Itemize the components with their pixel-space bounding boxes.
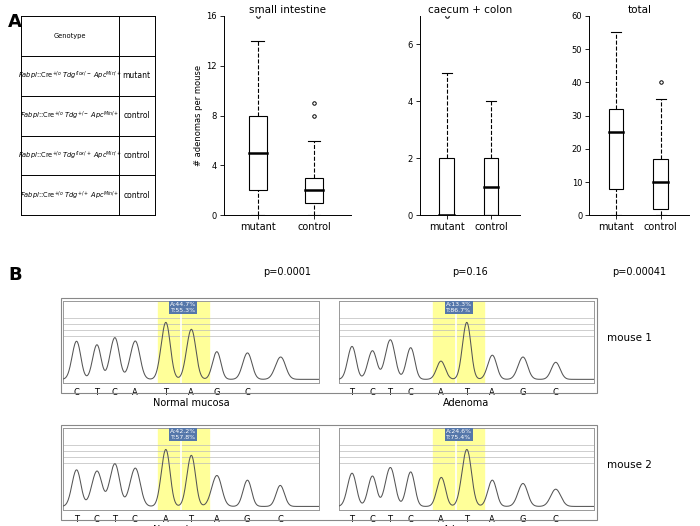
Text: C: C	[553, 515, 559, 524]
Bar	[158, 428, 209, 510]
Text: T: T	[464, 388, 469, 397]
Text: Adenoma: Adenoma	[443, 525, 489, 526]
Text: A: A	[438, 388, 444, 397]
Text: T: T	[349, 515, 354, 524]
Text: p=0.00041: p=0.00041	[612, 267, 666, 277]
Text: p=0.16: p=0.16	[452, 267, 488, 277]
Text: mouse 2: mouse 2	[607, 460, 652, 470]
Text: A: A	[132, 388, 138, 397]
Text: A: A	[214, 515, 219, 524]
Bar	[440, 158, 454, 215]
Text: C: C	[407, 388, 413, 397]
Bar	[433, 428, 484, 510]
Text: T: T	[464, 515, 469, 524]
Text: G: G	[214, 388, 220, 397]
Text: T: T	[74, 515, 78, 524]
Bar	[609, 109, 623, 189]
Bar	[158, 301, 209, 383]
Bar	[484, 158, 498, 215]
Text: C: C	[111, 388, 118, 397]
Text: Genotype: Genotype	[53, 33, 86, 39]
Text: T: T	[94, 388, 99, 397]
Text: B: B	[8, 266, 22, 284]
Text: A: A	[489, 515, 495, 524]
Text: Normal mucosa: Normal mucosa	[153, 398, 230, 408]
Text: control: control	[123, 191, 150, 200]
Text: A: A	[188, 388, 194, 397]
Text: A: A	[438, 515, 444, 524]
Text: Adenoma: Adenoma	[443, 398, 489, 408]
Text: T: T	[188, 515, 193, 524]
Bar	[433, 301, 484, 383]
Text: T: T	[387, 388, 393, 397]
Bar	[653, 159, 668, 209]
Text: control: control	[123, 111, 150, 120]
Y-axis label: # adenomas per mouse: # adenomas per mouse	[195, 65, 204, 166]
Title: small intestine: small intestine	[248, 5, 326, 15]
Text: mutant: mutant	[122, 71, 150, 80]
Text: G: G	[519, 388, 526, 397]
Text: T: T	[387, 515, 393, 524]
Text: T: T	[163, 388, 168, 397]
Text: G: G	[244, 515, 251, 524]
Bar	[305, 178, 323, 203]
Text: C: C	[74, 388, 79, 397]
Text: $\it{Fabpl}$::Cre$^{+/o}$ $\it{Tdg}$$^{+/+}$ $\it{Apc}$$^{Min/+}$: $\it{Fabpl}$::Cre$^{+/o}$ $\it{Tdg}$$^{+…	[20, 189, 120, 201]
Text: T: T	[349, 388, 354, 397]
Text: Normal mucosa: Normal mucosa	[153, 525, 230, 526]
Text: A: A	[162, 515, 168, 524]
Text: mouse 1: mouse 1	[607, 333, 652, 343]
Text: A:24.6%
T:75.4%: A:24.6% T:75.4%	[446, 429, 472, 440]
Text: $\it{Fabpl}$::Cre$^{+/o}$ $\it{Tdg}$$^{flox/-}$ $\it{Apc}$$^{Min/+}$: $\it{Fabpl}$::Cre$^{+/o}$ $\it{Tdg}$$^{f…	[18, 69, 122, 82]
Text: T: T	[112, 515, 117, 524]
Text: p=0.0001: p=0.0001	[263, 267, 312, 277]
Text: A:42.2%
T:57.8%: A:42.2% T:57.8%	[170, 429, 197, 440]
Text: A:13.3%
T:86.7%: A:13.3% T:86.7%	[446, 302, 472, 313]
Title: caecum + colon: caecum + colon	[428, 5, 512, 15]
Text: $\it{Fabpl}$::Cre$^{+/o}$ $\it{Tdg}$$^{flox/+}$ $\it{Apc}$$^{Min/+}$: $\it{Fabpl}$::Cre$^{+/o}$ $\it{Tdg}$$^{f…	[18, 149, 122, 161]
Text: C: C	[553, 388, 559, 397]
Text: C: C	[369, 388, 375, 397]
Text: C: C	[132, 515, 138, 524]
Text: control: control	[123, 151, 150, 160]
Text: C: C	[369, 515, 375, 524]
Text: C: C	[244, 388, 250, 397]
Title: total: total	[627, 5, 652, 15]
Text: C: C	[277, 515, 284, 524]
Text: C: C	[94, 515, 99, 524]
Text: A:44.7%
T:55.3%: A:44.7% T:55.3%	[170, 302, 197, 313]
Text: C: C	[407, 515, 413, 524]
Bar	[248, 116, 267, 190]
Text: A: A	[489, 388, 495, 397]
Text: G: G	[519, 515, 526, 524]
Text: A: A	[8, 13, 22, 31]
Text: $\it{Fabpl}$::Cre$^{+/o}$ $\it{Tdg}$$^{+/-}$ $\it{Apc}$$^{Min/+}$: $\it{Fabpl}$::Cre$^{+/o}$ $\it{Tdg}$$^{+…	[20, 109, 120, 122]
